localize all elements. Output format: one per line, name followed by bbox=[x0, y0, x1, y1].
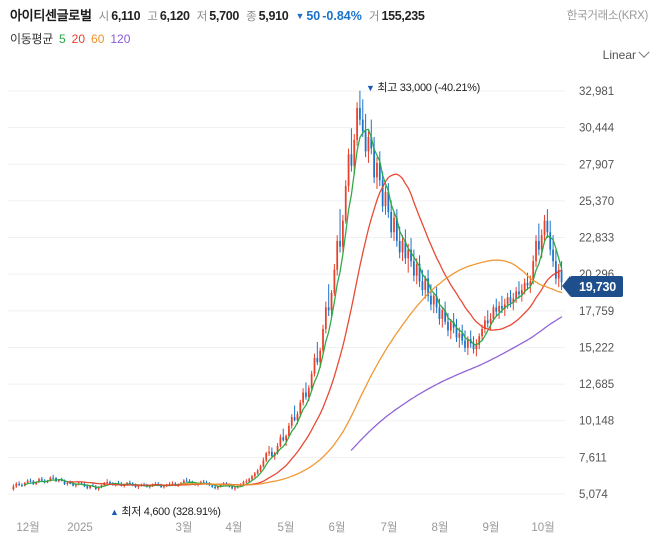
svg-text:3월: 3월 bbox=[176, 521, 193, 534]
ohlc-close: 종 5,910 bbox=[246, 8, 289, 24]
period-low-percent: (328.91%) bbox=[172, 506, 221, 518]
ohlc-low-value: 5,700 bbox=[209, 9, 240, 23]
svg-text:10,148: 10,148 bbox=[579, 416, 614, 428]
ohlc-high-value: 6,120 bbox=[159, 9, 190, 23]
svg-text:7,611: 7,611 bbox=[579, 452, 607, 464]
svg-text:6월: 6월 bbox=[329, 521, 346, 534]
current-price-badge: 19,730 bbox=[561, 276, 624, 297]
svg-text:9월: 9월 bbox=[483, 521, 500, 534]
chart-canvas[interactable]: 32,98130,44427,90725,37022,83320,29617,7… bbox=[0, 66, 658, 552]
ohlc-open-key: 시 bbox=[98, 11, 110, 23]
period-low-value: 4,600 bbox=[143, 506, 170, 518]
ma-legend-label: 이동평균 bbox=[10, 32, 53, 46]
ohlc-high-key: 고 bbox=[147, 11, 158, 23]
period-high-annotation: ▼ 최고 33,000 (-40.21%) bbox=[366, 79, 480, 95]
svg-text:12,685: 12,685 bbox=[579, 379, 614, 391]
candlestick-series bbox=[12, 90, 563, 491]
triangle-down-icon: ▼ bbox=[366, 83, 375, 93]
svg-text:5월: 5월 bbox=[278, 521, 295, 534]
volume-key: 거 bbox=[368, 11, 380, 23]
ohlc-close-value: 5,910 bbox=[258, 9, 289, 23]
volume-value: 155,235 bbox=[381, 9, 425, 23]
period-high-percent: (-40.21%) bbox=[434, 82, 481, 94]
ohlc-close-key: 종 bbox=[246, 11, 257, 23]
moving-average-legend: 이동평균 5 20 60 120 bbox=[10, 30, 130, 47]
price-change: ▼ 50 -0.84% bbox=[295, 9, 361, 23]
y-axis-labels: 32,98130,44427,90725,37022,83320,29617,7… bbox=[579, 86, 615, 501]
moving-average-lines bbox=[24, 128, 563, 488]
ma-legend-20[interactable]: 20 bbox=[71, 32, 86, 46]
ma-legend-60[interactable]: 60 bbox=[91, 32, 105, 46]
ohlc-high: 고 6,120 bbox=[147, 8, 190, 24]
svg-text:8월: 8월 bbox=[432, 521, 449, 534]
svg-text:12월: 12월 bbox=[16, 521, 39, 534]
ohlc-low-key: 저 bbox=[196, 11, 208, 23]
svg-text:17,759: 17,759 bbox=[579, 306, 614, 318]
exchange-label: 한국거래소(KRX) bbox=[566, 10, 649, 22]
svg-text:4월: 4월 bbox=[226, 521, 243, 534]
scale-type-label: Linear bbox=[602, 48, 636, 62]
svg-text:22,833: 22,833 bbox=[579, 233, 614, 245]
change-value: 50 bbox=[306, 9, 321, 23]
ohlc-open-value: 6,110 bbox=[111, 9, 141, 23]
x-axis-labels: 12월 2025 3월 4월 5월 6월 7월 8월 9월 10월 bbox=[16, 521, 554, 534]
change-percent: -0.84% bbox=[322, 9, 362, 23]
period-low-label: 최저 bbox=[121, 506, 142, 518]
svg-text:25,370: 25,370 bbox=[579, 196, 614, 208]
chart-header: 아이티센글로벌 시 6,110 고 6,120 저 5,700 종 5,910 … bbox=[0, 0, 658, 26]
triangle-down-icon: ▼ bbox=[295, 11, 305, 21]
svg-text:2025: 2025 bbox=[67, 522, 93, 534]
scale-type-select[interactable]: Linear bbox=[602, 46, 650, 62]
ohlc-open: 시 6,110 bbox=[99, 8, 141, 24]
svg-text:7월: 7월 bbox=[381, 521, 398, 534]
svg-text:10월: 10월 bbox=[531, 521, 554, 534]
ma-legend-120[interactable]: 120 bbox=[110, 32, 131, 46]
price-chart[interactable]: 32,98130,44427,90725,37022,83320,29617,7… bbox=[0, 66, 658, 552]
svg-text:15,222: 15,222 bbox=[579, 342, 614, 354]
svg-text:27,907: 27,907 bbox=[579, 159, 614, 171]
period-high-value: 33,000 bbox=[399, 82, 432, 94]
period-high-label: 최고 bbox=[377, 82, 398, 94]
gridlines bbox=[8, 90, 565, 495]
ma-legend-5[interactable]: 5 bbox=[58, 32, 66, 46]
period-low-annotation: ▲ 최저 4,600 (328.91%) bbox=[110, 503, 221, 519]
ohlc-low: 저 5,700 bbox=[196, 8, 240, 24]
volume: 거 155,235 bbox=[369, 8, 425, 24]
stock-name: 아이티센글로벌 bbox=[10, 8, 92, 23]
svg-text:5,074: 5,074 bbox=[579, 489, 608, 501]
chevron-down-icon bbox=[638, 46, 650, 58]
quote-summary: 아이티센글로벌 시 6,110 고 6,120 저 5,700 종 5,910 … bbox=[10, 5, 425, 24]
svg-text:32,981: 32,981 bbox=[579, 86, 614, 98]
svg-text:30,444: 30,444 bbox=[579, 123, 615, 135]
triangle-up-icon: ▲ bbox=[110, 507, 119, 517]
current-price-value: 19,730 bbox=[579, 279, 617, 294]
